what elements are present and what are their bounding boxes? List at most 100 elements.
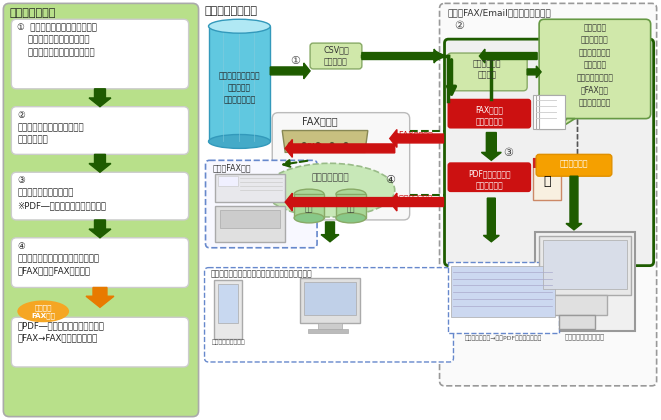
Ellipse shape (17, 300, 69, 322)
Text: メール、
FAX受信: メール、 FAX受信 (31, 304, 56, 319)
Polygon shape (285, 193, 395, 211)
Bar (219, 284, 239, 323)
Ellipse shape (294, 189, 324, 199)
FancyBboxPatch shape (11, 107, 188, 155)
Bar (214, 280, 243, 339)
Text: ●FAX自動配信: ●FAX自動配信 (300, 142, 341, 152)
Polygon shape (89, 89, 111, 107)
Text: 個人、各社へメール送信（給与明細、請求書等）: 個人、各社へメール送信（給与明細、請求書等） (210, 270, 312, 278)
Bar (536, 95, 562, 129)
Polygon shape (566, 176, 582, 230)
Text: CSV形式
各種データ: CSV形式 各種データ (323, 45, 349, 66)
FancyBboxPatch shape (3, 3, 198, 417)
Circle shape (329, 142, 334, 147)
Circle shape (315, 142, 321, 147)
Ellipse shape (208, 134, 270, 148)
FancyBboxPatch shape (11, 238, 188, 287)
Text: ●メール自動配信: ●メール自動配信 (393, 194, 433, 203)
Text: SMTP
サバ: SMTP サバ (299, 197, 319, 212)
Bar (221, 210, 280, 228)
Polygon shape (86, 287, 114, 307)
Ellipse shape (265, 163, 395, 217)
Polygon shape (285, 139, 395, 158)
Text: PDFファイル作成
・暗号化処理: PDFファイル作成 ・暗号化処理 (468, 169, 511, 190)
Text: ●FAX自動配信: ●FAX自動配信 (393, 131, 434, 139)
Polygon shape (479, 49, 537, 63)
Polygon shape (89, 155, 111, 172)
FancyBboxPatch shape (272, 113, 410, 220)
Bar (308, 329, 348, 333)
Bar (336, 194, 366, 218)
Bar (547, 295, 607, 315)
FancyBboxPatch shape (310, 43, 362, 69)
Text: 【処理の流れ】: 【処理の流れ】 (9, 8, 56, 18)
Text: ④
・メールアドレスへメール自動配信
・FAX番号へFAX自動配信: ④ ・メールアドレスへメール自動配信 ・FAX番号へFAX自動配信 (17, 242, 99, 276)
FancyBboxPatch shape (440, 3, 656, 386)
Text: POP
サバ: POP サバ (344, 197, 358, 212)
Polygon shape (527, 66, 541, 78)
Text: ①  ご利用の給与計算システム、
    ホストコンピュータ等から
    明細データを出力（ＣＳＶ）: ① ご利用の給与計算システム、 ホストコンピュータ等から 明細データを出力（ＣＳ… (17, 23, 97, 57)
FancyBboxPatch shape (11, 172, 188, 220)
Text: メールサーバー: メールサーバー (311, 173, 349, 182)
Text: 框組デザイン
ファイル: 框組デザイン ファイル (473, 59, 502, 80)
Circle shape (301, 142, 307, 147)
Polygon shape (481, 133, 501, 160)
Bar (294, 194, 324, 218)
FancyBboxPatch shape (539, 19, 650, 118)
Polygon shape (483, 198, 499, 242)
Bar (300, 278, 360, 323)
Bar (533, 158, 561, 200)
Bar (447, 262, 559, 333)
Polygon shape (321, 222, 339, 242)
Text: 【システム概要】: 【システム概要】 (204, 6, 258, 16)
Bar (535, 232, 635, 331)
Bar (533, 95, 559, 129)
Text: ②: ② (455, 21, 465, 31)
FancyBboxPatch shape (11, 19, 188, 89)
Bar (539, 95, 565, 129)
FancyBboxPatch shape (204, 268, 453, 362)
FancyBboxPatch shape (536, 155, 612, 176)
Text: 🔑: 🔑 (543, 175, 551, 188)
Text: ②
システム側にて明細データを
自動取り込み: ② システム側にて明細データを 自動取り込み (17, 110, 84, 144)
Text: ローカルプリンタ出力: ローカルプリンタ出力 (565, 333, 605, 340)
Bar (543, 240, 627, 289)
Polygon shape (282, 131, 368, 152)
FancyBboxPatch shape (444, 39, 654, 265)
Circle shape (288, 142, 293, 147)
Text: FAXモデム: FAXモデム (302, 117, 338, 126)
Text: ・PDF―パスワードを入力、閲覧
・FAX→FAX用データを受信: ・PDF―パスワードを入力、閲覧 ・FAX→FAX用データを受信 (17, 321, 104, 343)
Polygon shape (390, 129, 444, 147)
Bar (318, 323, 342, 329)
FancyBboxPatch shape (206, 160, 317, 248)
Text: 明細印刷機能: 明細印刷機能 (560, 159, 588, 168)
Polygon shape (362, 49, 440, 63)
Text: 請求書FAX/Email自動配信システム: 請求書FAX/Email自動配信システム (447, 8, 551, 17)
Ellipse shape (294, 213, 324, 223)
Circle shape (344, 142, 348, 147)
Polygon shape (559, 118, 575, 129)
FancyBboxPatch shape (447, 162, 531, 192)
Bar (215, 174, 285, 202)
Text: FAX配信用
ファイル作成: FAX配信用 ファイル作成 (475, 106, 503, 126)
Polygon shape (89, 220, 111, 238)
Text: ③
明細ファイルを自動作成
※PDF―暗号化・パスワード付与: ③ 明細ファイルを自動作成 ※PDF―暗号化・パスワード付与 (17, 176, 106, 210)
Polygon shape (390, 193, 444, 211)
FancyBboxPatch shape (447, 99, 531, 129)
Bar (533, 158, 561, 168)
Bar (208, 26, 270, 142)
Bar (304, 281, 356, 315)
Ellipse shape (208, 19, 270, 33)
Text: 各社へFAX送信: 各社へFAX送信 (212, 163, 251, 172)
Bar (539, 236, 631, 295)
Text: 環境設定、
配信先マスタ
・配信先コード
・配信先名
・メールアドレス
・FAX番号
・パスワード等: 環境設定、 配信先マスタ ・配信先コード ・配信先名 ・メールアドレス ・FAX… (576, 23, 613, 107)
Text: テキストメール閲覧: テキストメール閲覧 (212, 339, 245, 345)
Bar (215, 206, 285, 242)
Text: パスワード入力→閲覧PDFファイルを閲覧: パスワード入力→閲覧PDFファイルを閲覧 (465, 335, 542, 341)
FancyBboxPatch shape (11, 317, 188, 367)
Ellipse shape (336, 189, 366, 199)
Bar (559, 315, 595, 329)
Bar (451, 265, 555, 317)
Text: ●メール自動配信: ●メール自動配信 (300, 196, 340, 205)
Polygon shape (270, 63, 310, 79)
